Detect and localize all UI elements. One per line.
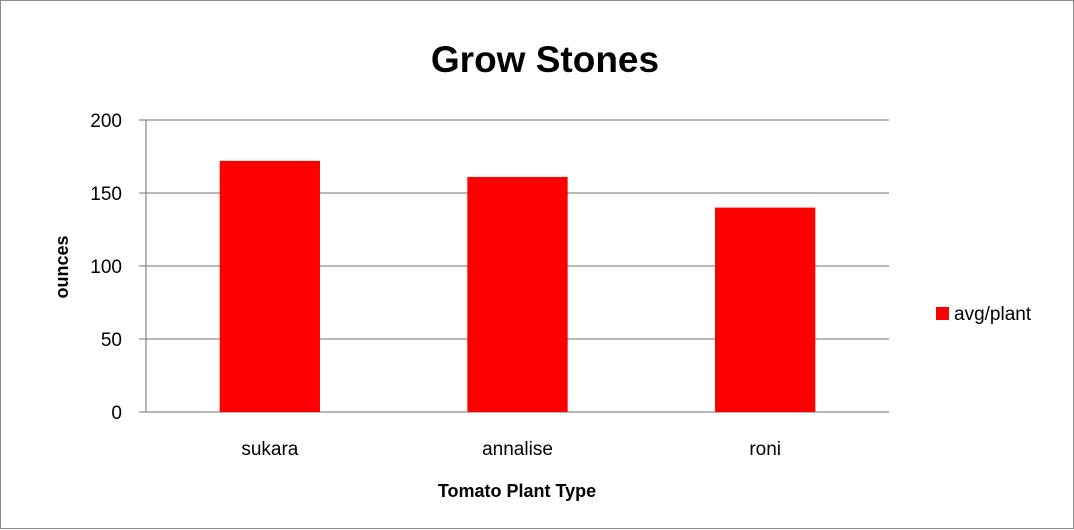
y-tick-label: 150 — [90, 184, 122, 205]
x-axis-ticks: sukara annalise roni — [241, 439, 781, 460]
legend: avg/plant — [936, 304, 1032, 325]
y-axis-ticks: 0 50 100 150 200 — [90, 111, 122, 424]
x-axis-title: Tomato Plant Type — [438, 481, 596, 501]
legend-swatch — [936, 307, 949, 320]
x-tick-label: annalise — [482, 439, 553, 460]
bars — [219, 160, 816, 412]
y-tick-label: 50 — [101, 330, 122, 351]
x-tick-label: roni — [749, 439, 781, 460]
y-axis-title: ounces — [52, 235, 72, 298]
bar — [219, 160, 320, 412]
legend-label: avg/plant — [954, 304, 1032, 325]
y-tick-label: 200 — [90, 111, 122, 132]
y-tick-label: 100 — [90, 257, 122, 278]
bar — [715, 207, 816, 412]
y-tick-label: 0 — [111, 403, 122, 424]
x-tick-label: sukara — [241, 439, 298, 460]
bar — [467, 176, 568, 412]
chart-title: Grow Stones — [431, 39, 659, 80]
